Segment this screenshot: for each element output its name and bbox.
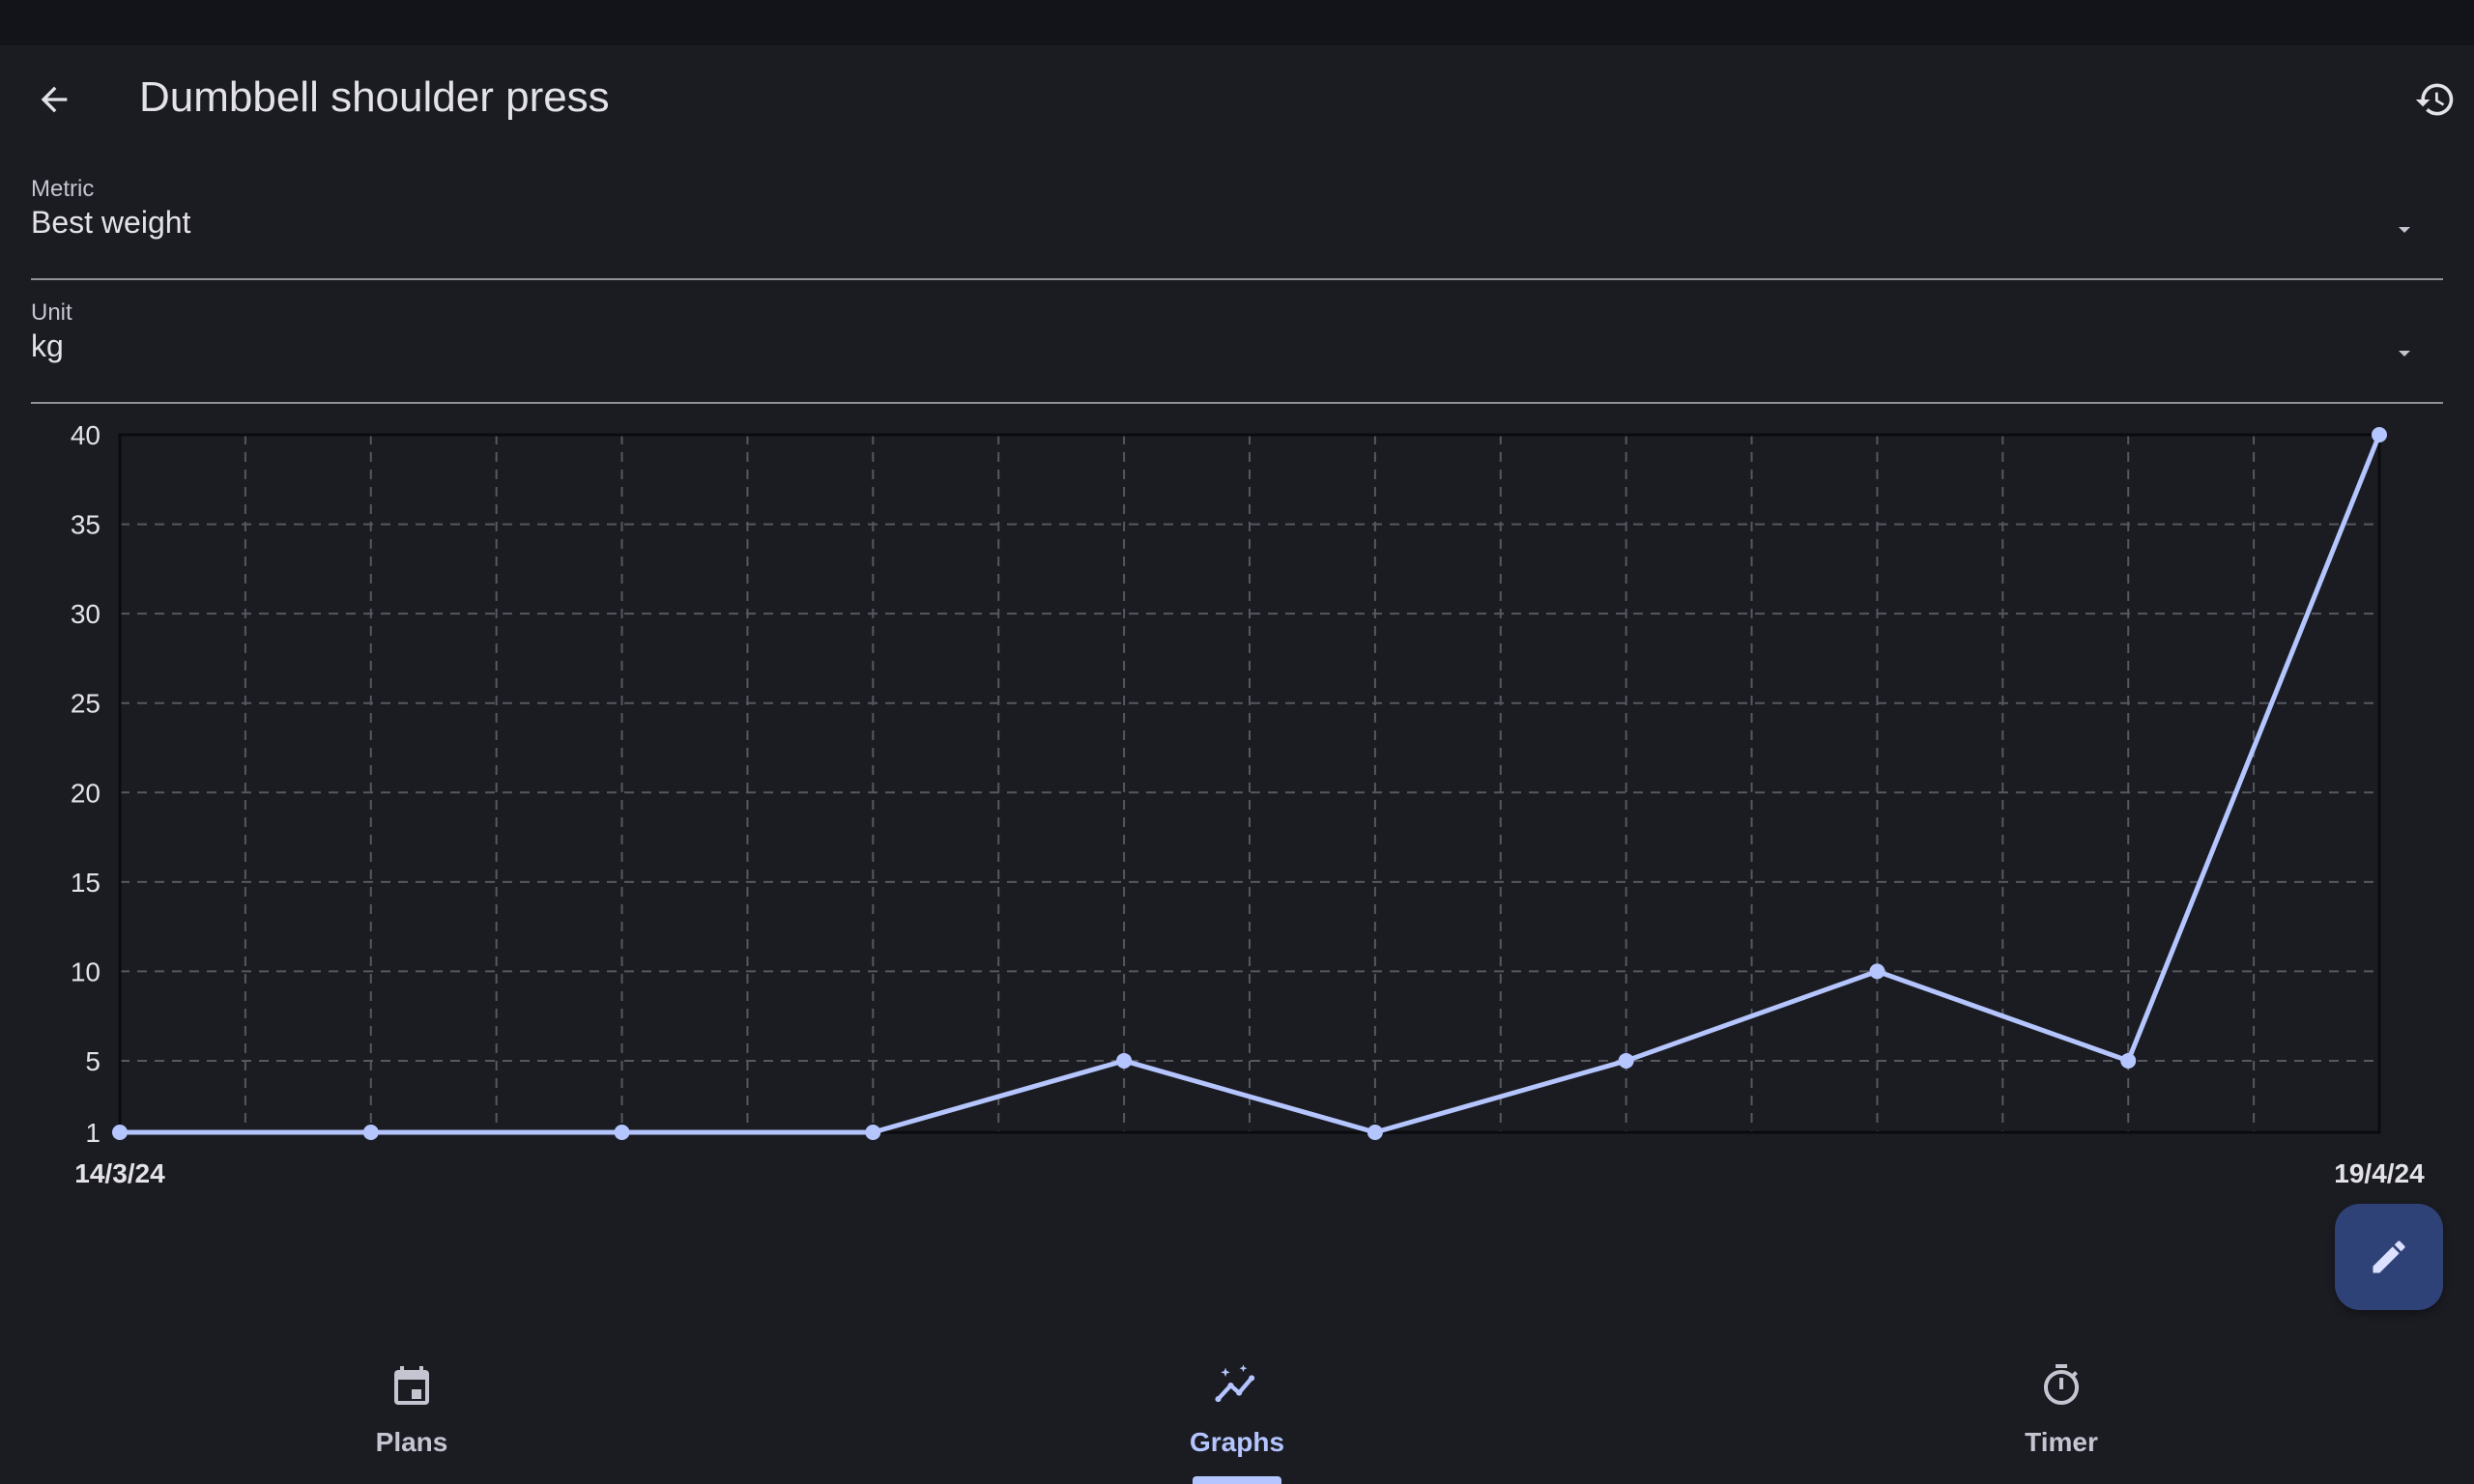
back-button[interactable] [15,61,93,138]
y-tick-label: 35 [71,510,101,540]
plot-border [118,433,2381,1134]
x-end-label: 19/4/24 [2334,1158,2425,1188]
data-point[interactable] [865,1125,881,1140]
nav-label-plans: Plans [375,1427,448,1457]
unit-value: kg [31,328,64,363]
data-point[interactable] [2120,1052,2137,1069]
data-point[interactable] [1366,1125,1383,1140]
unit-select[interactable]: Unit kg [31,278,2443,404]
data-point[interactable] [112,1125,128,1140]
data-point[interactable] [362,1125,379,1140]
status-bar [0,0,2474,45]
metric-select[interactable]: Metric Best weight [31,155,2443,280]
series-line [117,432,2382,1135]
dropdown-arrow-icon [2385,211,2424,249]
nav-item-timer[interactable]: Timer [1887,1329,2235,1484]
nav-item-graphs[interactable]: Graphs [1063,1329,1411,1484]
y-tick-label: 1 [85,1118,101,1148]
calendar-icon [394,1366,429,1405]
nav-item-plans[interactable]: Plans [238,1329,586,1484]
metric-label: Metric [31,176,95,202]
data-point[interactable] [1869,963,1885,980]
page-title: Dumbbell shoulder press [139,73,610,121]
unit-label: Unit [31,300,72,326]
nav-label-graphs: Graphs [1189,1427,1285,1457]
nav-label-timer: Timer [2025,1427,2098,1457]
arrow-back-icon [41,86,68,113]
metric-value: Best weight [31,205,191,240]
data-point[interactable] [1116,1052,1133,1069]
x-start-label: 14/3/24 [74,1158,165,1188]
y-tick-label: 5 [85,1046,101,1076]
pencil-icon [2373,1241,2405,1273]
history-icon [2415,83,2454,116]
active-tab-indicator [1193,1476,1281,1484]
y-tick-label: 40 [71,420,101,450]
dropdown-arrow-icon [2385,334,2424,373]
data-point[interactable] [614,1125,630,1140]
y-tick-label: 25 [71,689,101,719]
y-tick-label: 20 [71,778,101,808]
y-tick-label: 15 [71,868,101,898]
top-app-bar: Dumbbell shoulder press [0,45,2474,154]
y-tick-label: 30 [71,599,101,629]
history-button[interactable] [2397,61,2474,138]
bottom-navigation: Plans Graphs Timer [0,1329,2474,1484]
timer-icon [2044,1364,2079,1405]
data-point[interactable] [1618,1052,1634,1069]
y-tick-label: 10 [71,956,101,986]
data-point[interactable] [2372,427,2387,442]
chart-series [112,427,2387,1140]
graph-icon [1215,1364,1255,1403]
edit-fab-button[interactable] [2335,1204,2443,1310]
